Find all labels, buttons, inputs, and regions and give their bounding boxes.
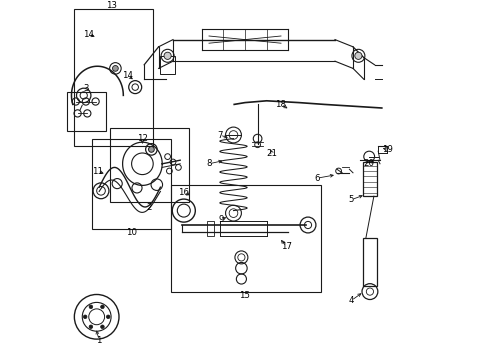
Text: 6: 6 bbox=[314, 174, 320, 183]
Text: 14: 14 bbox=[83, 30, 94, 39]
Text: 11: 11 bbox=[92, 166, 103, 175]
Text: 2: 2 bbox=[147, 202, 152, 211]
Bar bbox=[74, 9, 153, 146]
Text: 1: 1 bbox=[97, 336, 102, 345]
Bar bbox=[92, 139, 171, 229]
Text: 19: 19 bbox=[382, 145, 392, 154]
Text: 5: 5 bbox=[348, 195, 354, 204]
Text: 9: 9 bbox=[219, 215, 224, 224]
Text: 17: 17 bbox=[281, 242, 292, 251]
Bar bbox=[67, 92, 106, 131]
Bar bbox=[207, 221, 215, 236]
Circle shape bbox=[113, 66, 118, 71]
Bar bbox=[171, 185, 320, 292]
Circle shape bbox=[355, 52, 362, 59]
Text: 16: 16 bbox=[178, 188, 189, 197]
Circle shape bbox=[89, 325, 93, 329]
Circle shape bbox=[100, 325, 104, 329]
Bar bbox=[363, 238, 377, 286]
Circle shape bbox=[89, 305, 93, 309]
Circle shape bbox=[148, 147, 154, 152]
Text: 21: 21 bbox=[267, 149, 277, 158]
Text: 20: 20 bbox=[364, 159, 375, 168]
Text: 4: 4 bbox=[348, 296, 354, 305]
Text: 14: 14 bbox=[122, 71, 133, 80]
Text: 15: 15 bbox=[240, 291, 250, 300]
Bar bbox=[110, 128, 189, 202]
Bar bbox=[160, 56, 175, 74]
Circle shape bbox=[83, 315, 87, 319]
Text: 13: 13 bbox=[106, 1, 117, 10]
Text: 10: 10 bbox=[126, 228, 137, 237]
Text: 12: 12 bbox=[137, 134, 148, 143]
Text: 8: 8 bbox=[206, 159, 212, 168]
Bar bbox=[363, 162, 377, 196]
Text: 3: 3 bbox=[84, 84, 89, 93]
Circle shape bbox=[164, 52, 171, 59]
Text: 7: 7 bbox=[217, 130, 222, 139]
Circle shape bbox=[106, 315, 110, 319]
Circle shape bbox=[100, 305, 104, 309]
Text: 18: 18 bbox=[275, 100, 287, 109]
